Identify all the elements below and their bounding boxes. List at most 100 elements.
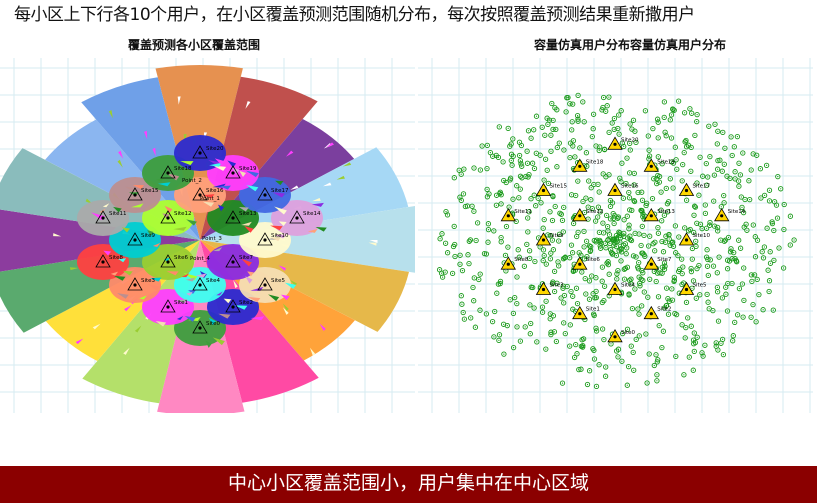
user-point-dot [641,225,643,227]
user-point [669,286,675,292]
user-point-dot [601,301,603,304]
user-point-dot [674,312,676,315]
site-center-dot [295,216,299,220]
user-point [605,228,611,234]
user-point-dot [547,123,549,125]
site-marker-icon [257,232,273,246]
user-point [507,143,513,149]
user-point [611,215,617,221]
user-point-dot [472,286,474,289]
user-point-dot [575,310,577,312]
coverage-shard [233,279,238,289]
user-point-dot [705,163,707,165]
user-point-dot [713,200,715,202]
site-label: Site18 [586,159,604,165]
user-point [439,231,445,237]
user-point [584,381,591,388]
user-point-dot [575,344,577,346]
user-point-dot [640,244,642,247]
user-point-dot [570,290,572,293]
user-point [548,250,554,256]
user-point-dot [648,245,650,247]
user-point [593,239,599,245]
user-point-dot [510,153,513,155]
user-point [613,243,620,250]
user-point [471,208,477,214]
user-point-dot [582,346,584,348]
user-point [550,247,557,253]
user-point-dot [734,321,736,323]
user-point-dot [608,273,610,275]
user-point [601,283,608,289]
user-point-dot [762,257,765,259]
user-point-dot [769,251,771,253]
user-point-dot [745,223,747,225]
site-center-dot [133,283,137,287]
user-point-dot [768,290,770,293]
coverage-shard [218,204,225,212]
user-point [556,231,563,237]
user-point [624,155,630,161]
user-point-dot [693,231,695,234]
user-point [641,232,647,239]
user-point-dot [681,180,683,182]
user-point [718,340,724,346]
user-point [485,221,492,227]
user-point [522,324,528,330]
user-point [586,368,593,374]
user-point-dot [608,96,610,98]
user-point-dot [507,246,509,248]
user-point-dot [664,265,666,267]
user-point [549,217,556,224]
user-point [679,270,685,277]
user-point-dot [777,176,779,178]
user-point-dot [516,303,518,305]
user-point-dot [602,173,604,175]
user-point-dot [630,239,633,242]
user-point-dot [613,128,615,130]
user-point-dot [481,145,483,147]
user-point-dot [696,182,698,184]
user-point-dot [544,134,546,136]
user-point [704,182,710,188]
coverage-shard [144,130,148,140]
site-center-dot [166,260,170,264]
user-point-dot [754,236,756,238]
user-point [458,171,464,177]
user-point-dot [717,320,720,322]
user-point [525,215,531,221]
user-point [623,251,629,257]
user-point-dot [649,278,651,280]
user-point-dot [542,260,544,262]
user-point [559,217,566,224]
user-point-dot [577,231,579,233]
user-point-dot [692,339,695,341]
coverage-shard [132,184,145,190]
user-point [484,165,490,172]
user-point-dot [657,174,659,177]
user-point-dot [722,131,724,133]
user-point [526,209,532,215]
user-point [561,320,567,326]
site-label: Site14 [303,211,321,217]
user-point [595,181,601,188]
user-point-dot [569,257,571,259]
user-point [683,137,689,144]
user-point [539,124,545,130]
user-point-dot [733,146,735,148]
user-point [466,238,472,244]
user-point [741,297,747,304]
user-point [471,165,477,171]
site-marker-icon [95,254,111,268]
coverage-shard [268,294,280,302]
user-point-dot [748,180,750,182]
user-point-dot [595,145,597,147]
user-point [646,351,652,357]
user-point [467,237,474,243]
coverage-shard [342,162,352,167]
site-label: Site19 [657,159,675,165]
user-point-dot [756,239,759,241]
user-point [544,115,550,121]
user-point [632,286,638,292]
